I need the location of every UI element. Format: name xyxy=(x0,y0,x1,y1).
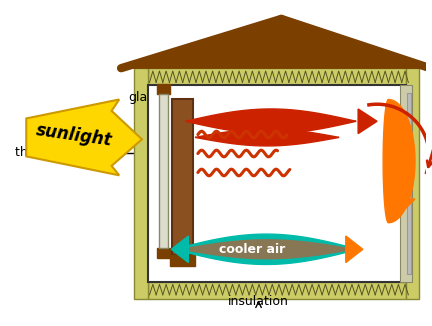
Polygon shape xyxy=(346,236,363,262)
Polygon shape xyxy=(181,240,353,259)
FancyBboxPatch shape xyxy=(400,85,412,282)
Text: thermal mass: thermal mass xyxy=(15,146,100,159)
FancyBboxPatch shape xyxy=(134,68,148,299)
FancyBboxPatch shape xyxy=(157,248,170,258)
Polygon shape xyxy=(387,199,415,213)
Text: cooler air: cooler air xyxy=(219,243,285,256)
FancyBboxPatch shape xyxy=(159,94,168,248)
Polygon shape xyxy=(195,129,339,146)
Polygon shape xyxy=(26,99,142,175)
Text: sunlight: sunlight xyxy=(35,121,113,150)
Text: insulation: insulation xyxy=(228,39,289,52)
FancyBboxPatch shape xyxy=(148,68,406,85)
FancyBboxPatch shape xyxy=(172,99,193,255)
Polygon shape xyxy=(172,236,188,262)
Polygon shape xyxy=(186,109,356,134)
FancyBboxPatch shape xyxy=(170,255,195,266)
FancyBboxPatch shape xyxy=(148,282,406,299)
Text: warm air: warm air xyxy=(269,107,330,121)
FancyBboxPatch shape xyxy=(407,93,411,274)
Polygon shape xyxy=(383,99,415,223)
Polygon shape xyxy=(121,19,430,68)
FancyBboxPatch shape xyxy=(148,85,406,282)
Text: air space: air space xyxy=(43,128,100,141)
Polygon shape xyxy=(174,234,358,264)
Text: insulation: insulation xyxy=(228,295,289,308)
Text: radiation: radiation xyxy=(218,159,280,173)
FancyBboxPatch shape xyxy=(406,68,419,299)
FancyBboxPatch shape xyxy=(157,84,170,94)
Polygon shape xyxy=(358,109,377,134)
Text: glass: glass xyxy=(129,91,161,104)
